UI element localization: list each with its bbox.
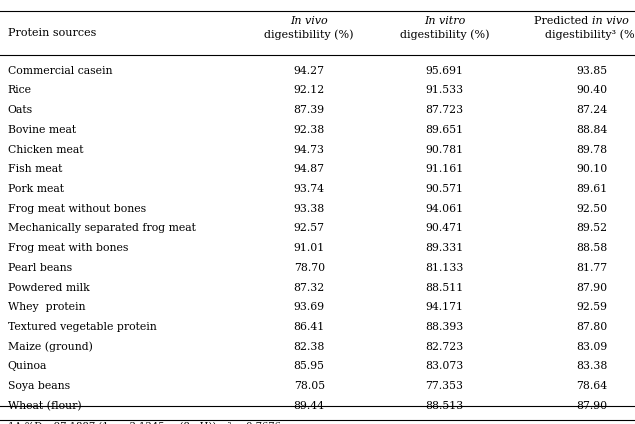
Text: 92.50: 92.50 xyxy=(576,204,608,214)
Text: 82.723: 82.723 xyxy=(425,342,464,352)
Text: Textured vegetable protein: Textured vegetable protein xyxy=(8,322,156,332)
Text: 89.61: 89.61 xyxy=(576,184,608,194)
Text: 93.38: 93.38 xyxy=(293,204,325,214)
Text: Quinoa: Quinoa xyxy=(8,361,47,371)
Text: Maize (ground): Maize (ground) xyxy=(8,342,93,352)
Text: 91.161: 91.161 xyxy=(425,164,464,174)
Text: 83.09: 83.09 xyxy=(576,342,608,352)
Text: Whey  protein: Whey protein xyxy=(8,302,85,312)
Text: 89.651: 89.651 xyxy=(425,125,464,135)
Text: In vivo: In vivo xyxy=(290,16,328,26)
Text: 89.331: 89.331 xyxy=(425,243,464,253)
Text: 78.70: 78.70 xyxy=(293,263,325,273)
Text: 87.90: 87.90 xyxy=(576,401,608,411)
Text: 1A %D= 97.1887 (1 – e-3.1245 x  (8-pH))  r² = 0.7676: 1A %D= 97.1887 (1 – e-3.1245 x (8-pH)) r… xyxy=(8,422,281,424)
Text: 94.73: 94.73 xyxy=(294,145,324,155)
Text: Pearl beans: Pearl beans xyxy=(8,263,72,273)
Text: 92.12: 92.12 xyxy=(293,86,325,95)
Text: 90.10: 90.10 xyxy=(576,164,608,174)
Text: 92.59: 92.59 xyxy=(577,302,607,312)
Text: Chicken meat: Chicken meat xyxy=(8,145,83,155)
Text: 82.38: 82.38 xyxy=(293,342,325,352)
Text: 93.74: 93.74 xyxy=(294,184,324,194)
Text: 87.80: 87.80 xyxy=(576,322,608,332)
Text: 89.78: 89.78 xyxy=(576,145,608,155)
Text: 94.27: 94.27 xyxy=(294,66,324,76)
Text: Oats: Oats xyxy=(8,105,33,115)
Text: 89.44: 89.44 xyxy=(294,401,324,411)
Text: 88.513: 88.513 xyxy=(425,401,464,411)
Text: 85.95: 85.95 xyxy=(294,361,324,371)
Text: Bovine meat: Bovine meat xyxy=(8,125,76,135)
Text: 90.40: 90.40 xyxy=(576,86,608,95)
Text: digestibility (%): digestibility (%) xyxy=(265,30,354,40)
Text: 87.32: 87.32 xyxy=(293,283,325,293)
Text: 78.64: 78.64 xyxy=(576,381,608,391)
Text: in vivo: in vivo xyxy=(592,16,629,26)
Text: 87.24: 87.24 xyxy=(576,105,608,115)
Text: Predicted: Predicted xyxy=(534,16,592,26)
Text: 83.073: 83.073 xyxy=(425,361,464,371)
Text: 86.41: 86.41 xyxy=(293,322,325,332)
Text: 93.69: 93.69 xyxy=(293,302,325,312)
Text: Rice: Rice xyxy=(8,86,32,95)
Text: 94.061: 94.061 xyxy=(425,204,464,214)
Text: digestibility³ (%): digestibility³ (%) xyxy=(545,30,635,40)
Text: 77.353: 77.353 xyxy=(425,381,464,391)
Text: 81.133: 81.133 xyxy=(425,263,464,273)
Text: Wheat (flour): Wheat (flour) xyxy=(8,401,81,411)
Text: Pork meat: Pork meat xyxy=(8,184,64,194)
Text: 90.781: 90.781 xyxy=(425,145,464,155)
Text: 87.39: 87.39 xyxy=(293,105,325,115)
Text: 94.171: 94.171 xyxy=(425,302,464,312)
Text: 95.691: 95.691 xyxy=(425,66,464,76)
Text: 91.533: 91.533 xyxy=(425,86,464,95)
Text: 88.84: 88.84 xyxy=(576,125,608,135)
Text: 94.87: 94.87 xyxy=(294,164,324,174)
Text: 88.58: 88.58 xyxy=(576,243,608,253)
Text: Powdered milk: Powdered milk xyxy=(8,283,90,293)
Text: 93.85: 93.85 xyxy=(576,66,608,76)
Text: Protein sources: Protein sources xyxy=(8,28,96,38)
Text: Frog meat without bones: Frog meat without bones xyxy=(8,204,146,214)
Text: 92.38: 92.38 xyxy=(293,125,325,135)
Text: 83.38: 83.38 xyxy=(576,361,608,371)
Text: Fish meat: Fish meat xyxy=(8,164,62,174)
Text: 91.01: 91.01 xyxy=(293,243,325,253)
Text: 87.90: 87.90 xyxy=(576,283,608,293)
Text: 92.57: 92.57 xyxy=(294,223,324,234)
Text: 81.77: 81.77 xyxy=(576,263,608,273)
Text: 88.393: 88.393 xyxy=(425,322,464,332)
Text: Frog meat with bones: Frog meat with bones xyxy=(8,243,128,253)
Text: In vitro: In vitro xyxy=(424,16,465,26)
Text: Commercial casein: Commercial casein xyxy=(8,66,112,76)
Text: 89.52: 89.52 xyxy=(576,223,608,234)
Text: digestibility (%): digestibility (%) xyxy=(400,30,489,40)
Text: 90.571: 90.571 xyxy=(425,184,464,194)
Text: 78.05: 78.05 xyxy=(293,381,325,391)
Text: 88.511: 88.511 xyxy=(425,283,464,293)
Text: 87.723: 87.723 xyxy=(425,105,464,115)
Text: 90.471: 90.471 xyxy=(425,223,464,234)
Text: Soya beans: Soya beans xyxy=(8,381,70,391)
Text: Mechanically separated frog meat: Mechanically separated frog meat xyxy=(8,223,196,234)
